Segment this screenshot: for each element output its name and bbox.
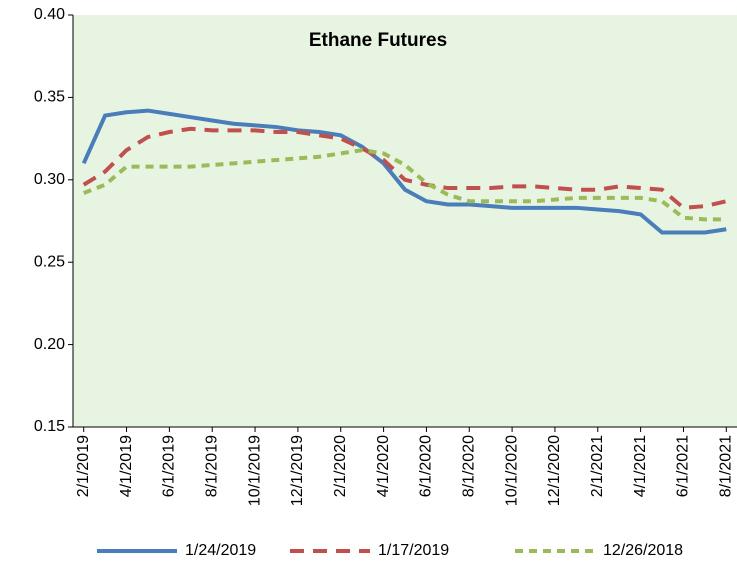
series-line bbox=[82, 126, 727, 210]
x-tick-label: 12/1/2020 bbox=[546, 435, 563, 506]
x-tick-label: 4/1/2021 bbox=[632, 435, 649, 497]
x-tick-label: 10/1/2019 bbox=[246, 435, 263, 506]
y-tick-label: 0.30 bbox=[34, 171, 65, 188]
legend-label: 12/26/2018 bbox=[603, 542, 683, 559]
legend-label: 1/24/2019 bbox=[185, 542, 256, 559]
x-tick-label: 12/1/2019 bbox=[289, 435, 306, 506]
x-tick-label: 8/1/2020 bbox=[460, 435, 477, 497]
y-tick-label: 0.15 bbox=[34, 418, 65, 435]
y-tick-label: 0.20 bbox=[34, 336, 65, 353]
x-tick-label: 6/1/2021 bbox=[675, 435, 692, 497]
x-tick-label: 8/1/2021 bbox=[718, 435, 735, 497]
x-tick-label: 4/1/2020 bbox=[375, 435, 392, 497]
y-tick-label: 0.25 bbox=[34, 253, 65, 270]
x-tick-label: 2/1/2020 bbox=[332, 435, 349, 497]
series-line bbox=[82, 148, 727, 222]
x-tick-label: 6/1/2020 bbox=[418, 435, 435, 497]
y-tick-label: 0.35 bbox=[34, 89, 65, 106]
legend-label: 1/17/2019 bbox=[378, 542, 449, 559]
y-tick-label: 0.40 bbox=[34, 6, 65, 23]
x-tick-label: 4/1/2019 bbox=[118, 435, 135, 497]
series-line bbox=[81, 108, 727, 235]
plot-area bbox=[73, 15, 737, 427]
x-tick-label: 8/1/2019 bbox=[203, 435, 220, 497]
x-tick-label: 10/1/2020 bbox=[503, 435, 520, 506]
x-tick-label: 2/1/2021 bbox=[589, 435, 606, 497]
chart-title: Ethane Futures bbox=[309, 30, 447, 51]
x-tick-label: 6/1/2019 bbox=[161, 435, 178, 497]
x-tick-label: 2/1/2019 bbox=[75, 435, 92, 497]
